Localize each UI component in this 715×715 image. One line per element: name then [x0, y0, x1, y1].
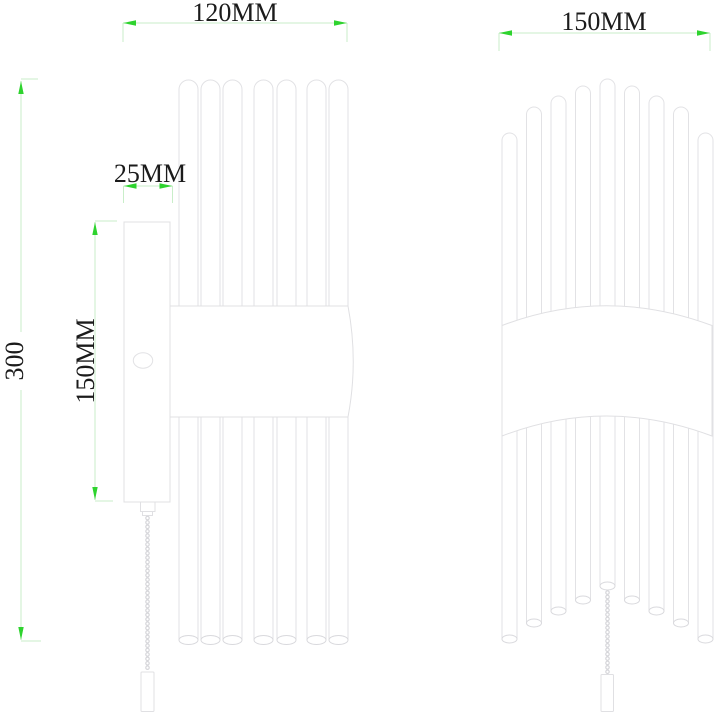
tube	[306, 79, 327, 640]
tube	[575, 85, 591, 600]
front-view-tubes	[501, 78, 714, 644]
dim-label-overall-height: 300	[0, 342, 29, 381]
tube	[222, 79, 243, 640]
center-band-front	[501, 305, 713, 437]
tube-bottom	[200, 635, 221, 645]
dim-label-plate-height: 150MM	[71, 318, 100, 403]
arrow-left-icon	[499, 30, 512, 36]
side-view-tubes	[178, 79, 349, 645]
tube	[328, 79, 349, 640]
arrow-up-icon	[18, 81, 24, 94]
tube-bottom	[328, 635, 349, 645]
tube-bottom	[624, 595, 640, 605]
tube-bottom	[526, 618, 542, 628]
tube	[501, 132, 518, 639]
dimension-plate-width: 25MM	[114, 159, 186, 203]
mounting-plate	[123, 221, 171, 503]
tube-bottom	[501, 634, 518, 644]
tube	[624, 85, 640, 600]
arrow-right-icon	[159, 183, 173, 189]
dimension-front-view-width: 150MM	[498, 7, 711, 51]
dim-label-side-view-width: 120MM	[192, 0, 277, 27]
arrow-left-icon	[123, 20, 136, 26]
dimension-overall-height: 300	[0, 78, 41, 642]
tube-bottom	[599, 581, 616, 591]
arrow-up-icon	[92, 222, 98, 235]
dim-label-front-view-width: 150MM	[561, 7, 646, 36]
tube-bottom	[253, 635, 274, 645]
dim-label-plate-width: 25MM	[114, 159, 186, 188]
arrow-right-icon	[697, 30, 710, 36]
tube	[200, 79, 221, 640]
tube-bottom	[673, 618, 689, 628]
front-view	[501, 78, 714, 712]
arrow-down-icon	[18, 627, 24, 640]
tube	[673, 106, 689, 623]
dimension-side-view-width: 120MM	[122, 0, 348, 42]
arrow-right-icon	[334, 20, 347, 26]
chain-connector	[140, 501, 156, 512]
pull-handle	[140, 671, 155, 712]
tube-bottom	[550, 606, 567, 616]
tube	[526, 106, 542, 623]
tube-bottom	[306, 635, 327, 645]
pull-handle	[600, 674, 614, 712]
tube	[276, 79, 297, 640]
dimension-annotations: 120MM 150MM 25MM 150MM	[0, 0, 711, 642]
center-band-side	[169, 305, 354, 418]
tube-bottom	[648, 606, 665, 616]
side-view	[123, 79, 354, 712]
tube-bottom	[222, 635, 243, 645]
tube-bottom	[575, 595, 591, 605]
tube	[550, 95, 567, 611]
tube	[697, 132, 714, 639]
tube-bottom	[178, 635, 199, 645]
dimension-plate-height: 150MM	[71, 220, 117, 502]
arrow-left-icon	[123, 183, 137, 189]
tube	[599, 78, 616, 586]
tube	[648, 95, 665, 611]
chain-connector-small	[142, 511, 153, 516]
arrow-down-icon	[92, 487, 98, 500]
tube	[178, 79, 199, 640]
tube-bottom	[697, 634, 714, 644]
plate-screw-hole	[132, 352, 154, 369]
tube-bottom	[276, 635, 297, 645]
tube	[253, 79, 274, 640]
